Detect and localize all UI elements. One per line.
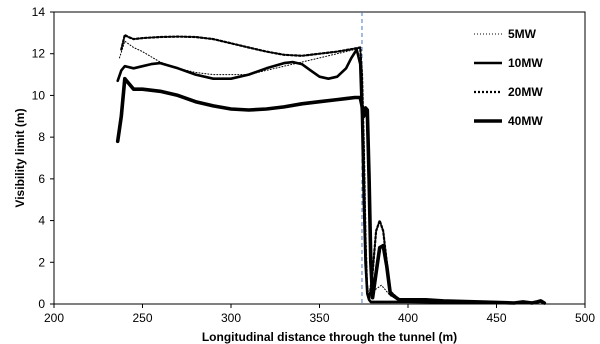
y-tick-label: 6 [38,172,45,186]
series-line-20mw [120,33,534,305]
plot-series [115,33,547,305]
legend: 5MW 10MW 20MW 40MW [474,27,543,128]
legend-label-40mw: 40MW [508,114,543,128]
axes: 200 250 300 350 400 450 500 0 2 4 6 8 10 12 14 [32,5,596,325]
y-tick-label: 8 [38,130,45,144]
y-tick-label: 4 [38,214,45,228]
legend-label-5mw: 5MW [508,27,537,41]
y-tick-label: 14 [32,5,46,19]
series-line-10mw [116,48,534,305]
x-tick-label: 200 [44,311,64,325]
x-tick-label: 250 [132,311,152,325]
y-axis-title: Visibility limit (m) [13,108,27,207]
series-line-40mw [115,76,547,305]
y-tick-label: 2 [38,255,45,269]
x-tick-label: 500 [575,311,595,325]
x-tick-label: 350 [309,311,329,325]
x-tick-label: 450 [486,311,506,325]
y-tick-label: 0 [38,297,45,311]
x-tick-label: 300 [221,311,241,325]
y-tick-label: 10 [32,88,46,102]
y-tick-label: 12 [32,47,46,61]
legend-label-10mw: 10MW [508,56,543,70]
series-line-5mw [119,40,533,304]
plot-frame [53,11,586,305]
x-axis-title: Longitudinal distance through the tunnel… [202,330,457,344]
legend-label-20mw: 20MW [508,85,543,99]
x-tick-label: 400 [398,311,418,325]
